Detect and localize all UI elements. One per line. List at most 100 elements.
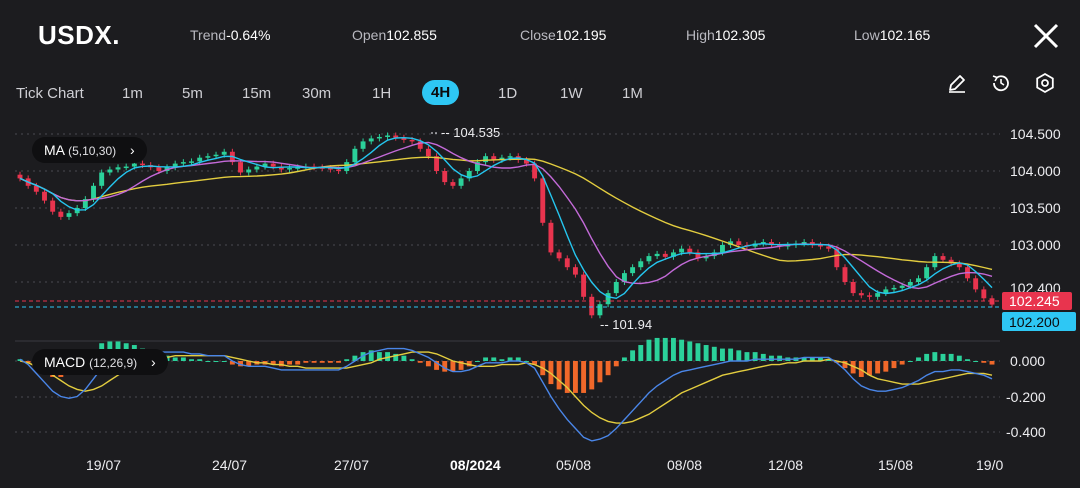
candle-body: [107, 169, 113, 173]
candle: [172, 160, 178, 171]
candle: [483, 153, 489, 166]
candle: [654, 250, 660, 260]
candle-body: [532, 163, 538, 179]
candle-body: [483, 156, 489, 163]
tab-1h[interactable]: 1H: [372, 85, 392, 102]
low-label: Low: [854, 27, 880, 43]
candle-body: [42, 191, 47, 201]
candle-body: [589, 296, 595, 316]
trend-value: -0.64%: [226, 27, 271, 43]
candle-body: [295, 167, 301, 169]
tab-4h[interactable]: 4H: [422, 80, 460, 105]
macd-bar: [213, 361, 219, 362]
candle-body: [205, 156, 211, 158]
trend-label: Trend: [190, 27, 227, 43]
macd-bar: [25, 361, 31, 363]
pencil-icon[interactable]: [946, 72, 968, 94]
candle: [646, 253, 652, 265]
candle-body: [826, 246, 832, 249]
current-price-value: 102.245: [1009, 293, 1060, 309]
header-bar: USDX. Trend-0.64% Open102.855 Close102.1…: [0, 0, 1080, 70]
tab-1w[interactable]: 1W: [560, 85, 583, 102]
candle: [581, 271, 587, 300]
tab-5m[interactable]: 5m: [182, 85, 203, 102]
macd-bar: [867, 361, 872, 376]
macd-bar: [197, 359, 203, 361]
macd-bar: [238, 361, 243, 367]
candle: [450, 179, 456, 189]
candle-body: [425, 148, 431, 157]
macd-bar: [548, 361, 554, 385]
macd-bar: [344, 359, 350, 361]
candle-body: [91, 185, 96, 200]
candle: [973, 275, 979, 293]
macd-bar: [875, 361, 881, 374]
candle: [344, 159, 350, 174]
macd-bar: [229, 361, 235, 365]
macd-bar: [434, 361, 440, 370]
macd-bar: [842, 361, 848, 369]
tab-1m[interactable]: 1m: [122, 85, 143, 102]
candle: [572, 264, 578, 278]
candle-body: [597, 304, 603, 316]
candle-body: [670, 252, 676, 257]
macd-bar: [883, 361, 889, 372]
price-chart[interactable]: 104.500 104.000 103.500 103.000 102.400 …: [0, 120, 1080, 488]
ma-indicator-pill[interactable]: MA (5,10,30) ›: [32, 137, 147, 163]
candle: [613, 279, 619, 297]
tab-tick-chart[interactable]: Tick Chart: [16, 85, 84, 102]
candle: [858, 290, 864, 299]
candle: [589, 293, 595, 319]
candle: [924, 264, 930, 282]
tab-30m[interactable]: 30m: [302, 85, 332, 102]
macd-bar: [728, 348, 734, 361]
price-tick: 104.000: [1010, 163, 1061, 179]
candle-body: [973, 278, 979, 290]
candle-body: [736, 241, 742, 245]
macd-indicator-pill[interactable]: MACD (12,26,9) ›: [32, 349, 168, 375]
macd-bar: [572, 361, 578, 393]
tab-15m[interactable]: 15m: [242, 85, 272, 102]
macd-bar: [532, 361, 538, 365]
tab-1mo[interactable]: 1M: [622, 85, 643, 102]
macd-name: MACD: [44, 354, 86, 370]
candle: [850, 279, 856, 297]
svg-text:-- 101.94: -- 101.94: [600, 317, 652, 332]
macd-bar: [948, 353, 954, 361]
candle: [376, 134, 382, 142]
candle-body: [352, 148, 358, 163]
macd-bar: [826, 359, 832, 361]
candle: [760, 239, 766, 247]
macd-bar: [801, 357, 807, 361]
candle-body: [801, 242, 807, 244]
candle-body: [875, 293, 881, 297]
macd-bar: [458, 361, 464, 370]
chevron-right-icon: ›: [151, 354, 156, 370]
history-icon[interactable]: [990, 72, 1012, 94]
macd-bar: [940, 353, 946, 361]
candle-body: [115, 167, 121, 170]
candle: [638, 258, 644, 271]
candle-body: [50, 200, 56, 212]
close-icon[interactable]: [1030, 20, 1062, 52]
macd-bar: [205, 361, 211, 362]
candle: [940, 253, 946, 263]
tab-1d[interactable]: 1D: [498, 85, 518, 102]
candle: [180, 159, 186, 167]
macd-bar: [760, 353, 766, 361]
candle-body: [393, 135, 399, 138]
time-tick: 08/08: [667, 457, 702, 473]
candle-body: [630, 267, 636, 274]
macd-bar: [711, 346, 717, 361]
candle: [818, 242, 823, 250]
macd-bar: [556, 361, 562, 390]
macd-bar: [916, 357, 921, 361]
macd-bar: [581, 361, 587, 393]
signal-line: [19, 351, 993, 424]
macd-params: (12,26,9): [89, 356, 138, 370]
macd-bar: [932, 352, 938, 361]
candle: [728, 238, 734, 248]
settings-icon[interactable]: [1034, 72, 1056, 94]
candle: [916, 275, 921, 285]
macd-bar: [287, 361, 292, 365]
